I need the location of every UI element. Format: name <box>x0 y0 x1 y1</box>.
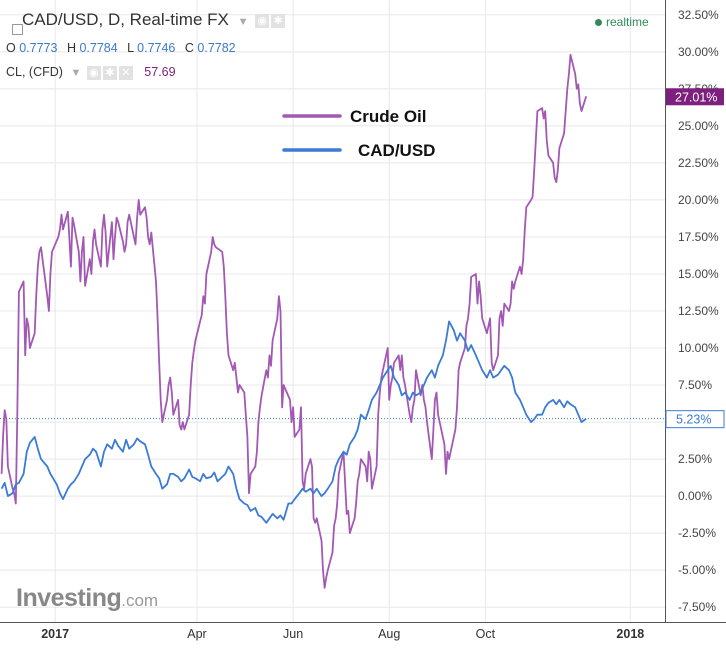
y-tick-label: 25.00% <box>678 119 719 133</box>
investing-logo: Investing.com <box>16 584 158 613</box>
y-tick-label: 22.50% <box>678 156 719 170</box>
y-tick-label: 20.00% <box>678 193 719 207</box>
ohlc-c-value: 0.7782 <box>197 41 236 55</box>
series-line-crude-oil <box>0 53 588 589</box>
ohlc-h-value: 0.7784 <box>79 41 118 55</box>
x-tick-label: Oct <box>476 627 496 641</box>
y-tick-label: -2.50% <box>678 526 716 540</box>
last-value-tag-box <box>666 88 724 106</box>
x-tick-label: Jun <box>283 627 303 641</box>
overlay-eye-icon[interactable]: ◉ <box>86 65 101 80</box>
last-value-tag-label: 5.23% <box>676 413 711 427</box>
series-layer <box>0 53 665 589</box>
ohlc-o-label: O <box>6 41 16 55</box>
realtime-indicator: realtime <box>595 15 649 29</box>
ohlc-row: O 0.7773 H 0.7784 L 0.7746 C 0.7782 <box>6 41 242 55</box>
symbol-row: CAD/USD, D, Real-time FX ▼ ◉ ✱ <box>6 10 286 35</box>
y-tick-label: 30.00% <box>678 45 719 59</box>
x-tick-label: 2018 <box>616 627 644 641</box>
x-tick-label: Aug <box>378 627 400 641</box>
logo-main: Investing <box>16 584 122 612</box>
overlay-value: 57.69 <box>144 65 176 79</box>
legend-label: Crude Oil <box>350 107 427 126</box>
y-tick-label: 7.50% <box>678 378 712 392</box>
overlay-dropdown-icon[interactable]: ▼ <box>70 67 82 79</box>
overlay-close-icon[interactable]: ✕ <box>118 65 133 80</box>
eye-icon[interactable]: ◉ <box>255 13 270 28</box>
ohlc-o-value: 0.7773 <box>19 41 58 55</box>
y-tick-label: -7.50% <box>678 600 716 614</box>
dropdown-icon[interactable]: ▼ <box>237 16 249 28</box>
ohlc-l-label: L <box>127 41 134 55</box>
y-tick-label: 15.00% <box>678 267 719 281</box>
y-tick-label: 10.00% <box>678 341 719 355</box>
y-tick-label: 0.00% <box>678 489 712 503</box>
x-tick-label: 2017 <box>41 627 69 641</box>
symbol-title[interactable]: CAD/USD, D, Real-time FX <box>22 10 229 29</box>
chart-header: CAD/USD, D, Real-time FX ▼ ◉ ✱ O 0.7773 H… <box>0 0 665 90</box>
y-tick-label: 17.50% <box>678 230 719 244</box>
ohlc-l-value: 0.7746 <box>137 41 176 55</box>
x-tick-label: Apr <box>187 627 206 641</box>
ohlc-c-label: C <box>184 41 194 55</box>
overlay-gear-icon[interactable]: ✱ <box>102 65 117 80</box>
last-value-tag-label: 27.01% <box>675 90 717 104</box>
legend: Crude Oil CAD/USD <box>282 107 435 160</box>
ohlc-h-label: H <box>66 41 76 55</box>
collapse-icon[interactable] <box>12 24 23 35</box>
overlay-symbol[interactable]: CL, (CFD) <box>6 65 63 79</box>
realtime-label: realtime <box>606 15 649 29</box>
gear-icon[interactable]: ✱ <box>271 13 286 28</box>
overlay-row: CL, (CFD) ▼ ◉ ✱ ✕ 57.69 <box>6 65 176 80</box>
last-value-tags: 27.01% 5.23% <box>665 88 725 429</box>
y-tick-label: 12.50% <box>678 304 719 318</box>
status-dot-icon <box>595 19 602 27</box>
grid <box>0 0 665 622</box>
logo-suffix: .com <box>121 591 159 610</box>
series-line-cad-usd <box>0 320 587 524</box>
last-value-tag-box <box>665 410 725 429</box>
y-tick-label: 2.50% <box>678 452 712 466</box>
y-tick-label: 32.50% <box>678 8 719 22</box>
y-tick-label: -5.00% <box>678 563 716 577</box>
legend-label: CAD/USD <box>358 141 435 160</box>
